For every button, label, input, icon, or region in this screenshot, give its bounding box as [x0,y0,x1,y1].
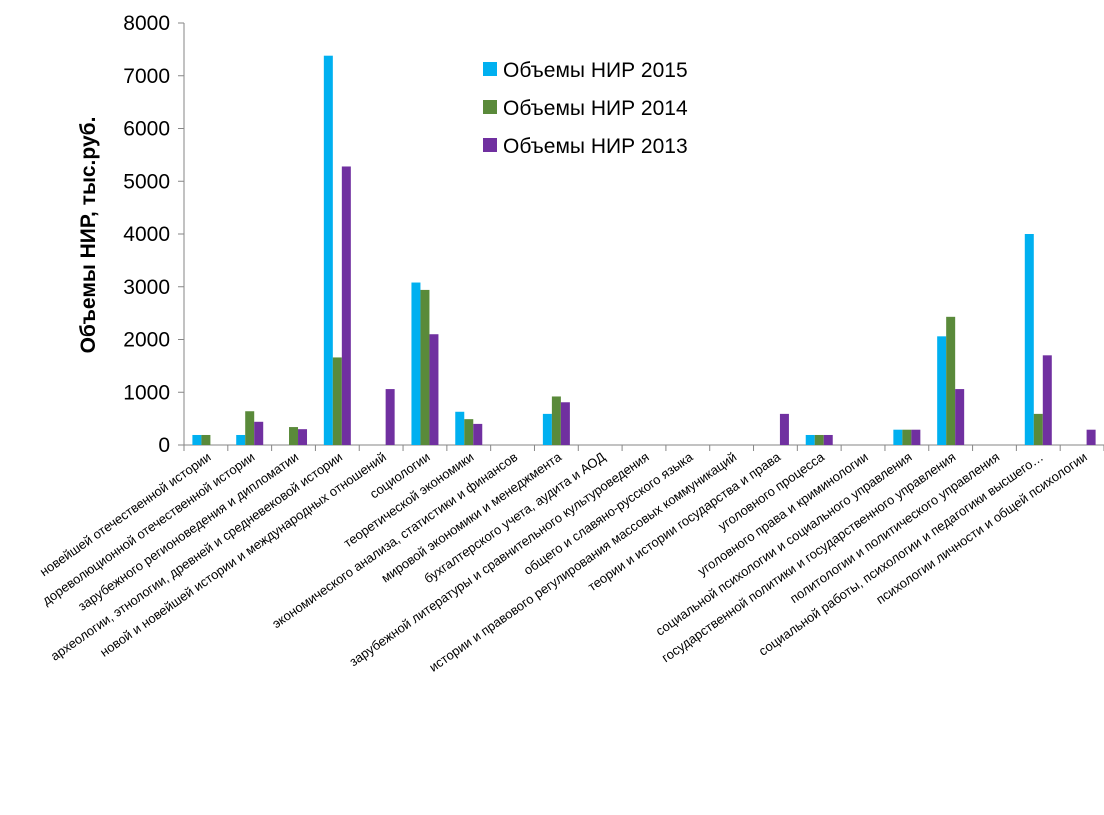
bar-3-15 [823,434,833,445]
bar-2-1 [201,434,211,445]
bar-2-17 [902,429,912,445]
bar-1-17 [893,429,903,445]
bar-2-18 [946,316,956,445]
bar-3-17 [911,429,921,445]
y-tick-label: 5000 [123,170,170,193]
x-tick-label: археологии, этнологии, древней и среднев… [48,449,345,663]
y-tick-label: 2000 [123,329,170,352]
y-axis-label: Объемы НИР, тыс.руб. [77,117,100,354]
bar-3-4 [341,166,351,446]
bar-3-6 [429,334,439,445]
y-tick-label: 3000 [123,276,170,299]
legend-swatch [483,62,497,76]
bar-1-2 [236,434,246,445]
bar-3-3 [298,429,308,445]
bar-3-18 [955,389,965,445]
bars [192,55,1096,446]
category-labels: новейшей отечественной историидореволюци… [37,449,1090,675]
y-axis: 0 1000 2000 3000 4000 5000 6000 7000 8000 [123,12,185,457]
bar-2-4 [332,357,342,445]
bar-1-15 [805,434,815,445]
bar-2-20 [1033,413,1043,445]
legend-label: Объемы НИР 2013 [503,135,688,158]
y-tick-label: 4000 [123,223,170,246]
bar-1-9 [542,413,552,445]
y-tick-label: 0 [158,434,170,457]
bar-3-2 [254,421,264,445]
bar-1-18 [937,336,947,445]
bar-2-7 [464,419,474,445]
bar-3-5 [385,389,395,445]
bar-2-9 [551,396,561,445]
y-tick-label: 8000 [123,12,170,35]
bar-3-20 [1042,355,1052,445]
bar-1-1 [192,434,202,445]
bar-2-15 [814,434,824,445]
legend-label: Объемы НИР 2014 [503,97,688,120]
bar-2-6 [420,289,430,445]
legend-swatch [483,138,497,152]
bar-2-3 [289,427,299,445]
legend: Объемы НИР 2015 Объемы НИР 2014 Объемы НИР… [483,59,688,158]
bar-3-9 [560,402,570,445]
y-tick-label: 6000 [123,118,170,141]
bar-3-21 [1086,429,1096,445]
bar-1-20 [1024,234,1034,445]
x-axis [183,444,1104,451]
y-tick-label: 1000 [123,381,170,404]
bar-1-4 [323,55,333,445]
y-tick-label: 7000 [123,65,170,88]
bar-2-2 [245,411,255,445]
legend-label: Объемы НИР 2015 [503,59,688,82]
legend-swatch [483,100,497,114]
bar-1-7 [455,411,465,445]
bar-3-14 [779,413,789,445]
bar-3-7 [473,423,483,445]
bar-1-6 [411,282,421,445]
